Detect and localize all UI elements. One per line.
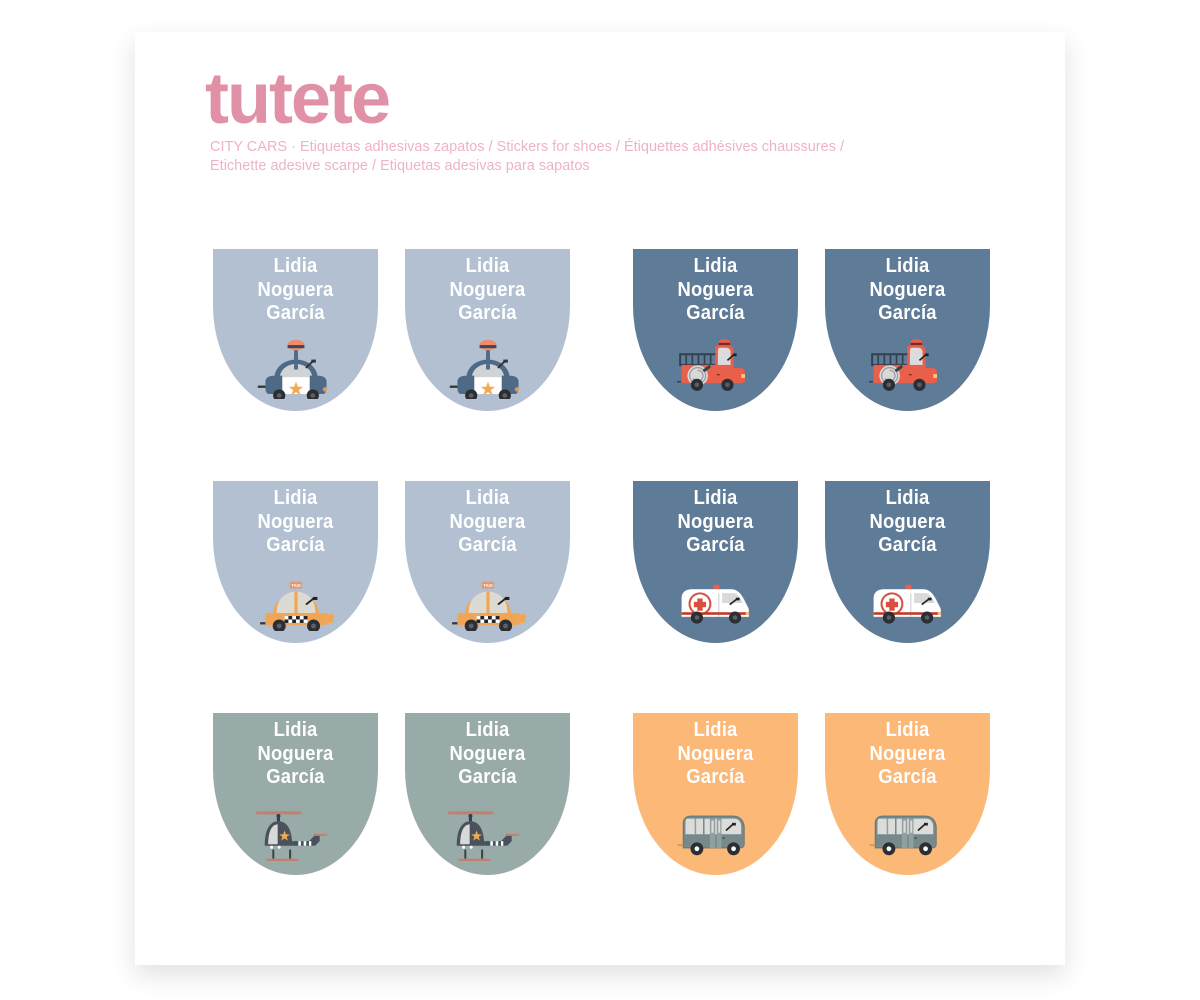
svg-text:TAXI: TAXI (291, 583, 300, 588)
svg-text:TAXI: TAXI (483, 583, 492, 588)
